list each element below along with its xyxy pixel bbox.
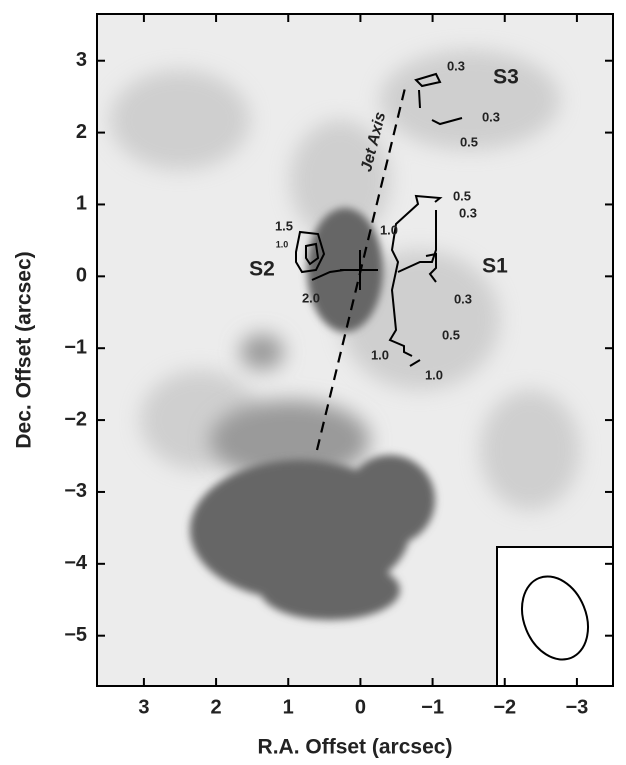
annotation: 1.5: [275, 218, 293, 233]
annotation: S1: [482, 255, 508, 278]
annotation: S3: [493, 66, 519, 89]
annotation: 0.3: [447, 58, 465, 73]
y-tick-label: 0: [76, 265, 87, 287]
x-tick-label: 2: [211, 696, 222, 718]
y-tick-label: 3: [76, 49, 87, 71]
annotation: S2: [249, 258, 275, 281]
y-tick-label: −1: [64, 336, 87, 358]
annotation: 0.3: [454, 291, 472, 306]
y-axis-title: Dec. Offset (arcsec): [13, 251, 36, 448]
x-tick-label: −2: [493, 696, 516, 718]
y-tick-label: 1: [76, 193, 87, 215]
annotation: 0.3: [482, 109, 500, 124]
annotation: 1.0: [371, 347, 389, 362]
annotation: 1.0: [276, 239, 289, 249]
annotation: 2.0: [302, 290, 320, 305]
y-tick-label: −4: [64, 552, 88, 574]
beam-inset: [497, 547, 613, 686]
x-tick-label: 3: [138, 696, 149, 718]
y-tick-label: −5: [64, 624, 87, 646]
y-tick-label: 2: [76, 121, 87, 143]
figure: R.A. Offset (arcsec) Dec. Offset (arcsec…: [0, 0, 626, 765]
annotation: 0.3: [459, 205, 477, 220]
annotation: 0.5: [460, 134, 478, 149]
annotation: 0.5: [453, 188, 471, 203]
x-tick-label: −1: [421, 696, 444, 718]
annotation: 1.0: [425, 367, 443, 382]
x-tick-label: 1: [283, 696, 294, 718]
annotation: 1.0: [380, 222, 398, 237]
x-tick-label: 0: [355, 696, 366, 718]
y-tick-label: −2: [64, 408, 87, 430]
x-axis-title: R.A. Offset (arcsec): [258, 736, 453, 759]
y-tick-label: −3: [64, 480, 87, 502]
annotation: 0.5: [442, 327, 460, 342]
x-tick-label: −3: [566, 696, 589, 718]
